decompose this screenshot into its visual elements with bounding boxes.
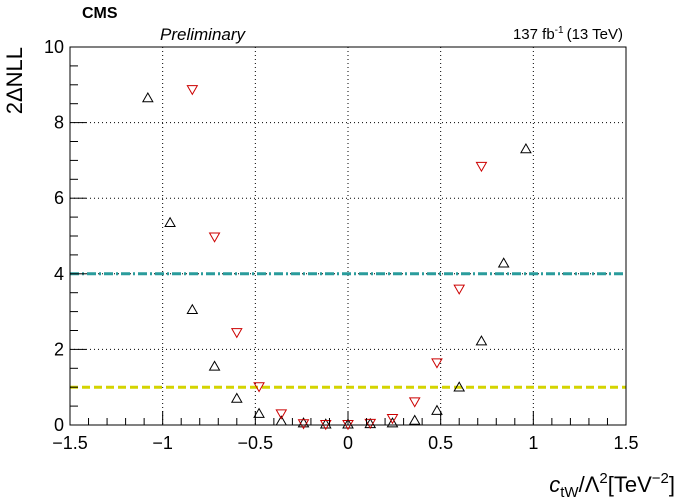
triangle-up-marker xyxy=(453,381,466,392)
lumi-value: 137 fb xyxy=(513,26,555,43)
triangle-up-marker xyxy=(208,360,221,371)
x-title-unit-sup: −2 xyxy=(652,470,669,487)
triangle-up-marker xyxy=(475,335,488,346)
triangle-down-marker xyxy=(364,418,377,430)
axis-ticks xyxy=(69,46,627,426)
y-axis-title: 2ΔNLL xyxy=(2,47,27,114)
data-points xyxy=(141,85,532,431)
x-tick-label: −1.5 xyxy=(52,433,88,453)
x-axis-title: ctW/Λ2[TeV−2] xyxy=(549,470,675,501)
triangle-down-marker xyxy=(431,358,443,369)
triangle-up-marker xyxy=(520,143,532,154)
x-tick-label: 0.5 xyxy=(428,433,453,453)
triangle-down-marker xyxy=(208,232,221,243)
x-tick-label: −0.5 xyxy=(238,433,274,453)
triangle-down-marker xyxy=(453,284,466,295)
x-title-close: ] xyxy=(669,472,675,497)
triangle-down-marker xyxy=(386,413,399,425)
triangle-up-marker xyxy=(319,418,332,429)
triangle-down-marker xyxy=(297,419,310,430)
lumi-exponent: -1 xyxy=(555,25,564,36)
triangle-up-marker xyxy=(431,404,443,415)
triangle-up-marker xyxy=(230,392,243,403)
triangle-up-marker xyxy=(408,414,421,425)
triangle-down-marker xyxy=(186,85,199,96)
triangle-up-marker xyxy=(253,407,265,418)
triangle-down-marker xyxy=(230,328,243,339)
x-tick-label: −1 xyxy=(152,433,173,453)
triangle-up-marker xyxy=(342,418,354,429)
y-tick-label: 8 xyxy=(54,113,64,133)
x-tick-label: 1.5 xyxy=(613,433,638,453)
triangle-up-marker xyxy=(141,92,154,103)
reference-lines xyxy=(70,272,626,389)
y-tick-labels: 0 2 4 6 8 10 xyxy=(44,37,64,435)
triangle-up-marker xyxy=(164,216,176,228)
x-tick-label: 0 xyxy=(343,433,353,453)
triangle-down-marker xyxy=(253,382,265,393)
y-tick-label: 10 xyxy=(44,37,64,57)
y-tick-label: 2 xyxy=(54,339,64,359)
triangle-up-marker xyxy=(275,415,288,426)
x-title-unit: [TeV xyxy=(608,472,652,497)
x-tick-labels: −1.5 −1 −0.5 0 0.5 1 1.5 xyxy=(52,433,638,453)
lumi-energy: (13 TeV) xyxy=(567,26,623,43)
grid-lines xyxy=(70,47,626,425)
triangle-up-marker xyxy=(297,417,310,428)
experiment-label: CMS xyxy=(82,5,118,22)
x-title-c: c xyxy=(549,472,560,497)
x-title-sup: 2 xyxy=(599,470,607,487)
triangle-down-marker xyxy=(275,409,288,420)
lumi-label: 137 fb-1 (13 TeV) xyxy=(513,25,623,43)
y-tick-label: 4 xyxy=(54,264,64,284)
y-tick-label: 0 xyxy=(54,415,64,435)
x-title-mid: /Λ xyxy=(579,472,600,497)
triangle-up-marker xyxy=(186,303,199,314)
y-tick-label: 6 xyxy=(54,188,64,208)
triangle-down-marker xyxy=(475,161,488,173)
triangle-up-marker xyxy=(497,257,510,268)
status-label: Preliminary xyxy=(160,25,247,44)
triangle-up-marker xyxy=(386,417,399,428)
x-tick-label: 1 xyxy=(528,433,538,453)
x-title-sub: tW xyxy=(560,484,579,501)
triangle-down-marker xyxy=(408,397,421,408)
